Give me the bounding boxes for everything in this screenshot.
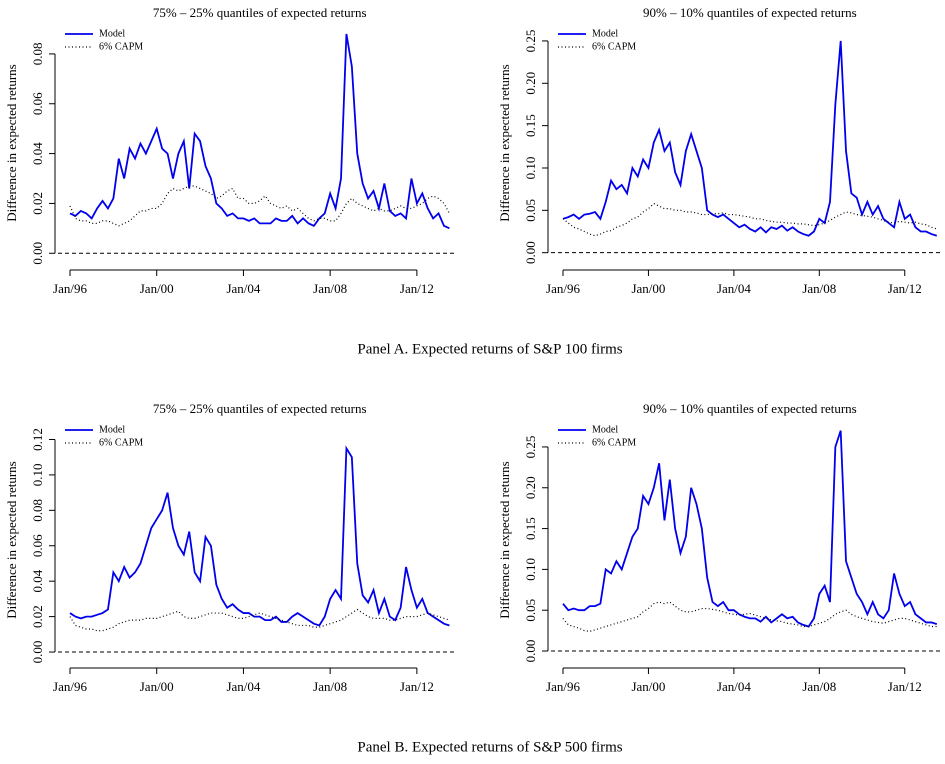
y-tick-label: 0.05 <box>523 199 538 222</box>
x-tick-label: Jan/00 <box>140 281 174 296</box>
y-tick-label: 0.25 <box>523 436 538 459</box>
x-tick-label: Jan/12 <box>888 679 922 694</box>
legend-label: Model <box>99 424 125 435</box>
series-line <box>69 185 450 227</box>
y-tick-label: 0.15 <box>523 517 538 540</box>
legend-label: 6% CAPM <box>592 41 636 52</box>
y-tick-label: 0.06 <box>30 92 45 115</box>
x-tick-label: Jan/96 <box>546 679 580 694</box>
x-tick-label: Jan/96 <box>546 281 580 296</box>
y-tick-label: 0.08 <box>30 43 45 66</box>
x-tick-label: Jan/12 <box>400 679 434 694</box>
y-tick-label: 0.20 <box>523 72 538 95</box>
y-tick-label: 0.04 <box>30 142 45 165</box>
chart-title: 75% – 25% quantiles of expected returns <box>153 401 367 416</box>
x-tick-label: Jan/08 <box>313 679 347 694</box>
legend-label: Model <box>592 424 618 435</box>
y-tick-label: 0.00 <box>523 640 538 663</box>
y-tick-label: 0.02 <box>30 605 45 628</box>
x-tick-label: Jan/12 <box>888 281 922 296</box>
x-tick-label: Jan/04 <box>226 281 260 296</box>
series-line <box>562 430 938 628</box>
x-tick-label: Jan/00 <box>631 679 665 694</box>
panel-caption: Panel B. Expected returns of S&P 500 fir… <box>357 739 622 755</box>
x-tick-label: Jan/00 <box>631 281 665 296</box>
y-axis-label: Difference in expected returns <box>497 64 512 222</box>
y-tick-label: 0.12 <box>30 428 45 451</box>
x-tick-label: Jan/00 <box>140 679 174 694</box>
y-tick-label: 0.10 <box>30 464 45 487</box>
series-line <box>69 608 450 632</box>
x-tick-label: Jan/96 <box>53 679 87 694</box>
x-tick-label: Jan/96 <box>53 281 87 296</box>
y-tick-label: 0.15 <box>523 114 538 137</box>
chart-title: 75% – 25% quantiles of expected returns <box>153 5 367 20</box>
series-line <box>562 40 938 237</box>
legend-label: 6% CAPM <box>99 41 143 52</box>
series-line <box>69 445 450 627</box>
y-tick-label: 0.20 <box>523 476 538 499</box>
series-line <box>562 202 937 237</box>
x-tick-label: Jan/04 <box>226 679 260 694</box>
chart-title: 90% – 10% quantiles of expected returns <box>643 401 857 416</box>
panel-caption: Panel A. Expected returns of S&P 100 fir… <box>357 341 622 357</box>
x-tick-label: Jan/08 <box>802 281 836 296</box>
x-tick-label: Jan/04 <box>717 281 751 296</box>
series-line <box>562 601 937 633</box>
y-axis-label: Difference in expected returns <box>4 461 19 619</box>
x-tick-label: Jan/04 <box>717 679 751 694</box>
y-tick-label: 0.06 <box>30 534 45 557</box>
y-tick-label: 0.05 <box>523 599 538 622</box>
legend-label: 6% CAPM <box>592 437 636 448</box>
series-line <box>69 33 450 230</box>
legend-label: Model <box>592 28 618 39</box>
y-tick-label: 0.25 <box>523 30 538 53</box>
y-tick-label: 0.10 <box>523 558 538 581</box>
y-axis-label: Difference in expected returns <box>4 64 19 222</box>
y-tick-label: 0.10 <box>523 157 538 180</box>
x-tick-label: Jan/08 <box>802 679 836 694</box>
legend-label: Model <box>99 28 125 39</box>
x-tick-label: Jan/08 <box>313 281 347 296</box>
chart-title: 90% – 10% quantiles of expected returns <box>643 5 857 20</box>
y-tick-label: 0.08 <box>30 499 45 522</box>
y-axis-label: Difference in expected returns <box>497 461 512 619</box>
legend-label: 6% CAPM <box>99 437 143 448</box>
y-tick-label: 0.02 <box>30 192 45 215</box>
y-tick-label: 0.00 <box>30 242 45 265</box>
x-tick-label: Jan/12 <box>400 281 434 296</box>
y-tick-label: 0.04 <box>30 569 45 592</box>
y-tick-label: 0.00 <box>30 641 45 664</box>
y-tick-label: 0.00 <box>523 241 538 264</box>
